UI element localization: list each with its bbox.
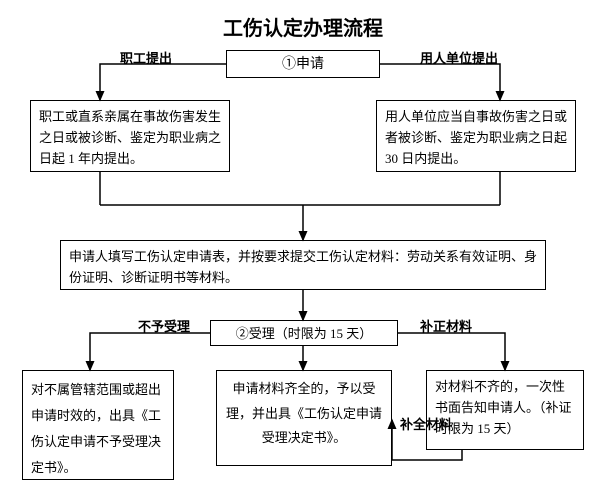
label-supplement2: 补全材料 xyxy=(400,414,452,433)
label-employer-path: 用人单位提出 xyxy=(420,48,498,67)
label-reject: 不予受理 xyxy=(138,316,190,335)
label-employee-path: 职工提出 xyxy=(120,48,172,67)
box-accept: ②受理（时限为 15 天） xyxy=(210,320,398,346)
box-reject: 对不属管辖范围或超出申请时效的，出具《工伤认定申请不予受理决定书》。 xyxy=(22,370,174,480)
box-complete: 申请材料齐全的，予以受理，并出具《工伤认定申请受理决定书》。 xyxy=(216,370,392,466)
box-employer: 用人单位应当自事故伤害之日或者被诊断、鉴定为职业病之日起 30 日内提出。 xyxy=(376,100,576,172)
box-employee: 职工或直系亲属在事故伤害发生之日或被诊断、鉴定为职业病之日起 1 年内提出。 xyxy=(30,100,230,172)
page-title: 工伤认定办理流程 xyxy=(0,12,606,41)
box-apply: ①申请 xyxy=(226,50,380,78)
box-submit: 申请人填写工伤认定申请表，并按要求提交工伤认定材料：劳动关系有效证明、身份证明、… xyxy=(60,240,546,290)
box-incomplete: 对材料不齐的，一次性书面告知申请人。（补证时限为 15 天） xyxy=(426,370,584,450)
label-supplement: 补正材料 xyxy=(420,316,472,335)
